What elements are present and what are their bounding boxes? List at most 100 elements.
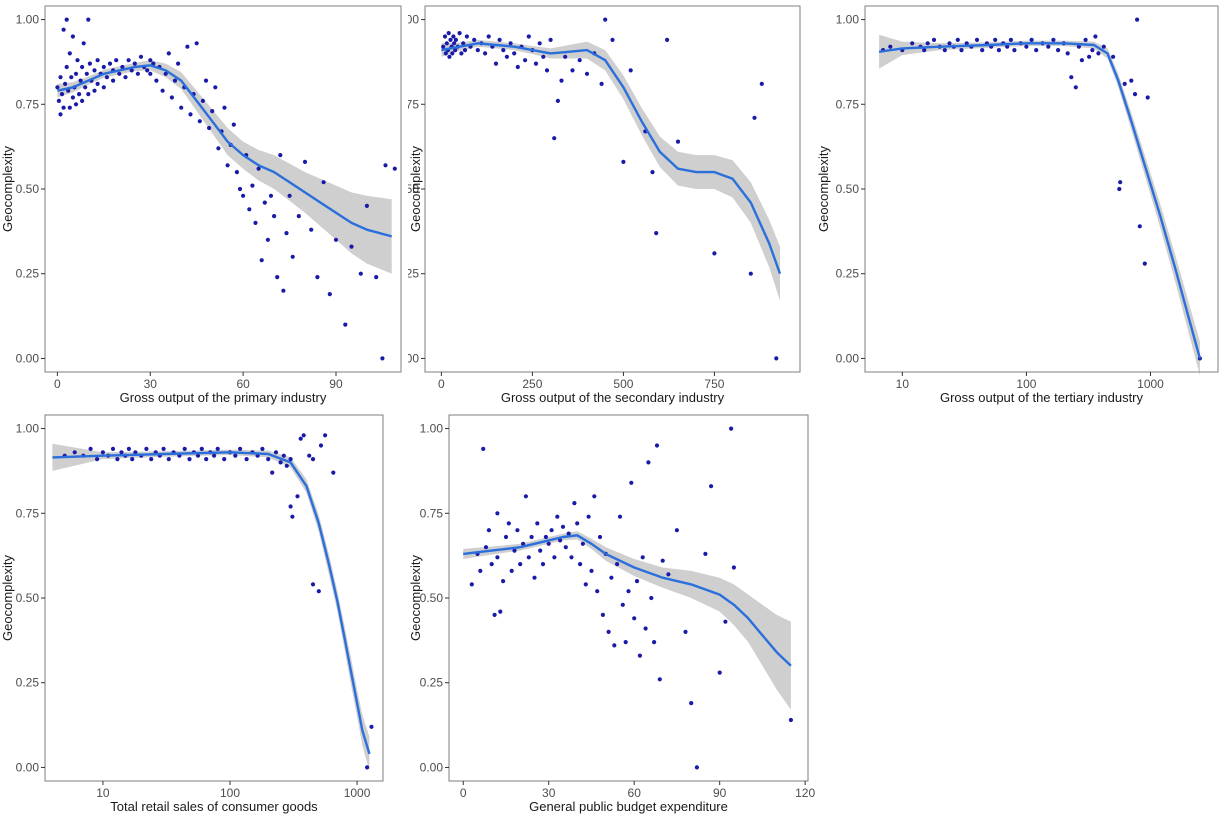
- data-point: [560, 524, 566, 529]
- data-point: [187, 457, 192, 462]
- data-point: [629, 480, 634, 485]
- data-point: [609, 575, 614, 580]
- data-point: [572, 501, 577, 506]
- data-point: [250, 183, 255, 188]
- data-point: [290, 514, 295, 519]
- data-point: [1029, 37, 1034, 43]
- data-point: [481, 446, 486, 451]
- x-axis-title: Gross output of the tertiary industry: [940, 390, 1144, 405]
- data-point: [288, 457, 293, 462]
- data-point: [120, 64, 125, 70]
- data-point: [650, 170, 655, 175]
- data-point: [1096, 51, 1101, 56]
- data-point: [154, 78, 159, 83]
- data-point: [603, 17, 608, 22]
- chart-panel-secondary-industry: 0 250 500 750 0.00 0.25 0.50 0.75 1.00 Gross outp…: [408, 5, 801, 405]
- data-point: [483, 51, 488, 56]
- data-point: [1135, 17, 1140, 22]
- data-point: [321, 180, 326, 185]
- data-point: [316, 589, 321, 594]
- data-point: [559, 78, 564, 83]
- chart-panel-tertiary-industry: 10 100 1000 0.00 0.25 0.50 0.75 1.00 Gross outpu…: [816, 5, 1219, 405]
- data-point: [709, 484, 714, 489]
- data-point: [111, 78, 116, 83]
- data-point: [628, 68, 633, 73]
- data-point: [215, 446, 220, 451]
- data-point: [689, 701, 694, 706]
- data-point: [555, 98, 560, 103]
- data-point: [315, 275, 320, 280]
- data-point: [383, 163, 388, 168]
- data-point: [169, 95, 174, 100]
- data-point: [298, 436, 303, 441]
- data-point: [61, 27, 66, 32]
- data-point: [729, 426, 734, 431]
- data-point: [512, 51, 517, 56]
- data-point: [77, 92, 82, 97]
- data-point: [212, 453, 217, 458]
- data-point: [95, 81, 100, 86]
- data-point: [310, 457, 316, 462]
- data-point: [475, 48, 480, 53]
- data-point: [302, 159, 308, 164]
- data-point: [126, 58, 131, 63]
- data-point: [508, 41, 513, 46]
- data-point: [674, 528, 679, 533]
- data-point: [222, 105, 227, 110]
- chart-panel-retail-sales: 10 100 1000 0.00 0.25 0.50 0.75 1.00 Total retai…: [0, 414, 384, 814]
- data-point: [151, 61, 156, 66]
- data-point: [284, 463, 289, 468]
- data-point: [129, 68, 134, 73]
- data-point: [110, 446, 116, 451]
- data-point: [448, 37, 453, 43]
- data-point: [194, 41, 199, 46]
- data-point: [575, 521, 580, 526]
- data-point: [260, 446, 265, 451]
- data-point: [493, 61, 499, 66]
- data-point: [541, 54, 546, 59]
- data-point: [176, 61, 181, 66]
- data-point: [81, 41, 86, 46]
- data-point: [774, 356, 779, 361]
- smooth-line: [463, 534, 792, 667]
- data-point: [84, 71, 89, 76]
- y-tick-label: 0.25: [408, 267, 419, 281]
- data-point: [100, 450, 105, 455]
- data-point: [265, 237, 270, 242]
- data-point: [70, 95, 75, 100]
- data-point: [925, 41, 930, 46]
- plot-frame: [448, 414, 809, 782]
- data-point: [453, 48, 458, 53]
- y-tick-label: 0.75: [836, 97, 860, 111]
- x-tick-label: 60: [236, 377, 250, 391]
- data-point: [119, 450, 124, 455]
- x-axis-title: General public budget expenditure: [529, 799, 728, 814]
- data-point: [358, 271, 363, 276]
- data-point: [665, 37, 670, 43]
- x-tick-label: 100: [220, 786, 240, 800]
- data-point: [222, 457, 227, 462]
- data-point: [759, 81, 764, 86]
- data-point: [133, 450, 138, 455]
- data-point: [1034, 48, 1039, 53]
- data-point: [104, 75, 109, 80]
- data-point: [654, 443, 660, 448]
- data-point: [148, 71, 153, 76]
- y-tick-label: 0.50: [16, 182, 40, 196]
- data-point: [295, 494, 300, 499]
- data-point: [675, 139, 681, 144]
- data-point: [660, 558, 665, 563]
- data-point: [495, 555, 500, 560]
- x-tick-label: 750: [704, 377, 724, 391]
- data-point: [1101, 44, 1106, 49]
- y-tick-label: 1.00: [16, 13, 40, 27]
- data-point: [521, 541, 526, 546]
- data-point: [621, 159, 626, 164]
- data-point: [343, 322, 348, 327]
- y-tick-label: 0.50: [836, 182, 860, 196]
- data-point: [365, 765, 370, 770]
- data-point: [495, 511, 500, 516]
- data-point: [101, 64, 106, 70]
- data-point: [107, 61, 113, 66]
- x-tick-label: 120: [795, 786, 815, 800]
